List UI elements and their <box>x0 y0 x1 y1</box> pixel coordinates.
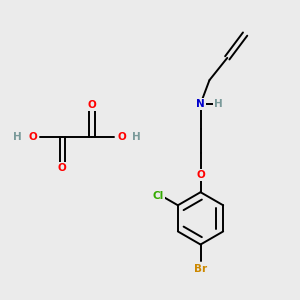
Text: O: O <box>196 170 205 180</box>
Text: Cl: Cl <box>153 190 164 201</box>
Text: H: H <box>14 132 22 142</box>
Text: H: H <box>214 99 223 109</box>
Text: O: O <box>88 100 96 110</box>
Text: O: O <box>117 132 126 142</box>
Text: O: O <box>28 132 37 142</box>
Text: Br: Br <box>194 264 207 274</box>
Text: N: N <box>196 99 205 109</box>
Text: H: H <box>132 132 141 142</box>
Text: O: O <box>58 163 67 173</box>
